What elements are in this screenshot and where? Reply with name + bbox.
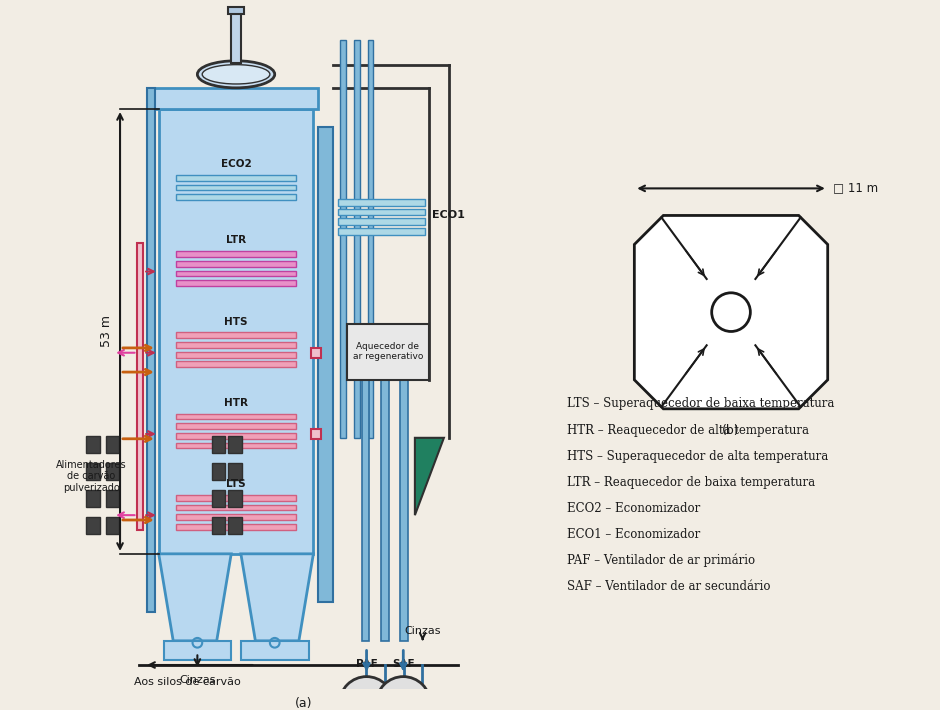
Bar	[340, 40, 346, 438]
Bar	[212, 490, 226, 508]
Bar	[362, 380, 369, 641]
Bar	[368, 40, 373, 438]
Text: PAF – Ventilador de ar primário: PAF – Ventilador de ar primário	[567, 554, 755, 567]
Bar	[228, 490, 242, 508]
Bar	[176, 332, 296, 338]
Text: (b): (b)	[722, 424, 740, 437]
Text: ECO1 – Economizador: ECO1 – Economizador	[567, 528, 700, 541]
Text: □ 11 m: □ 11 m	[833, 181, 878, 194]
Text: LTR – Reaquecedor de baixa temperatura: LTR – Reaquecedor de baixa temperatura	[567, 476, 815, 488]
Circle shape	[363, 690, 390, 710]
Circle shape	[712, 293, 750, 332]
Bar	[337, 228, 425, 235]
Circle shape	[400, 690, 427, 710]
Text: ECO2 – Economizador: ECO2 – Economizador	[567, 502, 700, 515]
Bar	[176, 195, 296, 200]
Polygon shape	[159, 554, 231, 641]
Bar	[176, 442, 296, 449]
Bar	[176, 251, 296, 257]
Text: LTS – Superaquecedor de baixa temperatura: LTS – Superaquecedor de baixa temperatur…	[567, 398, 834, 410]
Text: ECO1: ECO1	[432, 210, 465, 221]
Text: HTR: HTR	[224, 398, 248, 408]
Bar	[176, 423, 296, 429]
Bar	[176, 271, 296, 276]
Bar	[176, 351, 296, 358]
Bar	[231, 13, 241, 62]
Ellipse shape	[197, 61, 274, 88]
Bar	[319, 126, 333, 602]
Text: Alimentadores
de carvão
pulverizado: Alimentadores de carvão pulverizado	[55, 460, 126, 493]
Bar	[228, 436, 242, 453]
Bar	[228, 517, 242, 535]
Bar	[347, 324, 430, 380]
Bar	[354, 40, 360, 438]
Bar	[176, 175, 296, 180]
Bar	[176, 261, 296, 267]
Bar	[311, 348, 321, 358]
Text: HTS – Superaquecedor de alta temperatura: HTS – Superaquecedor de alta temperatura	[567, 449, 828, 463]
Bar	[105, 517, 119, 535]
Bar	[176, 433, 296, 439]
Text: Aquecedor de
ar regenerativo: Aquecedor de ar regenerativo	[352, 342, 423, 361]
Bar	[137, 243, 143, 530]
Bar	[212, 517, 226, 535]
Text: (a): (a)	[295, 697, 312, 710]
Bar	[337, 219, 425, 225]
Text: SAF – Ventilador de ar secundário: SAF – Ventilador de ar secundário	[567, 580, 770, 593]
Bar	[105, 436, 119, 453]
Circle shape	[380, 690, 407, 710]
Polygon shape	[415, 438, 444, 515]
Bar	[228, 463, 242, 481]
Bar	[176, 342, 296, 348]
Ellipse shape	[202, 65, 270, 84]
Bar	[241, 641, 308, 660]
Bar	[176, 414, 296, 420]
Text: LTR: LTR	[226, 236, 246, 246]
Text: ECO2: ECO2	[221, 159, 251, 169]
Bar	[154, 88, 319, 109]
Bar	[105, 490, 119, 508]
Bar	[86, 490, 100, 508]
Bar	[147, 88, 155, 612]
Text: Cinzas: Cinzas	[180, 674, 215, 684]
Bar	[337, 209, 425, 215]
Bar	[176, 505, 296, 510]
Bar	[381, 380, 389, 641]
Bar	[337, 199, 425, 206]
Bar	[176, 524, 296, 530]
Bar	[176, 185, 296, 190]
Bar	[176, 361, 296, 367]
Text: Cinzas: Cinzas	[404, 626, 441, 636]
Text: HTR – Reaquecedor de alta temperatura: HTR – Reaquecedor de alta temperatura	[567, 424, 808, 437]
Bar	[159, 109, 313, 554]
Bar	[176, 495, 296, 501]
Bar	[86, 463, 100, 481]
Text: HTS: HTS	[225, 317, 248, 327]
Bar	[86, 436, 100, 453]
Bar	[176, 280, 296, 286]
Bar	[212, 436, 226, 453]
Polygon shape	[634, 215, 828, 409]
Bar	[311, 429, 321, 439]
Bar	[400, 380, 408, 641]
Text: PAF: PAF	[355, 659, 378, 669]
Bar	[228, 6, 243, 14]
Bar	[105, 463, 119, 481]
Circle shape	[376, 677, 431, 710]
Bar	[86, 517, 100, 535]
Circle shape	[339, 677, 394, 710]
Bar	[212, 463, 226, 481]
Circle shape	[343, 690, 370, 710]
Polygon shape	[241, 554, 313, 641]
Bar	[164, 641, 231, 660]
Text: SAF: SAF	[392, 659, 415, 669]
Bar	[176, 514, 296, 520]
Text: 53 m: 53 m	[100, 315, 113, 347]
Text: Aos silos de carvão: Aos silos de carvão	[134, 677, 241, 687]
Text: LTS: LTS	[227, 479, 246, 489]
